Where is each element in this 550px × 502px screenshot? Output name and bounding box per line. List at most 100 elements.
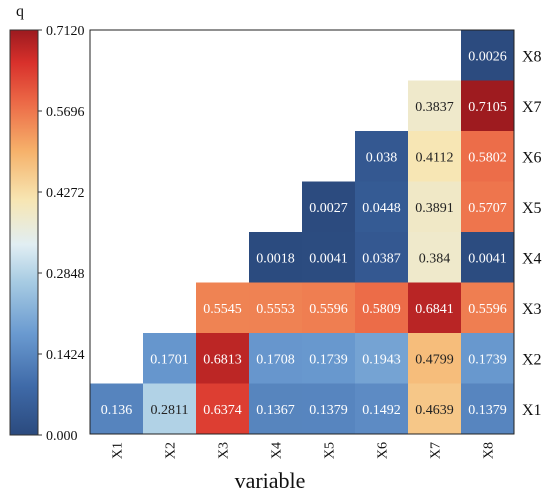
heatmap-cell: [461, 30, 514, 81]
heatmap-cell: [408, 282, 461, 333]
cell-value-label: 0.7105: [468, 100, 507, 115]
heatmap-cells: 0.0026 0.3837 0.7105 0.038 0.4112 0.5802 0.002…: [90, 30, 514, 434]
cell-value-label: 0.1739: [309, 352, 348, 367]
cell-value-label: 0.1492: [362, 403, 401, 418]
plot-border: [89, 29, 515, 435]
column-label: X3: [217, 442, 232, 459]
cell-value-label: 0.5809: [362, 302, 401, 317]
cell-value-label: 0.1379: [468, 403, 507, 418]
cell-value-label: 0.4799: [415, 352, 454, 367]
column-label: X2: [164, 442, 179, 459]
heatmap-cell: [302, 282, 355, 333]
heatmap-cell: [302, 181, 355, 232]
cell-value-label: 0.1708: [256, 352, 295, 367]
cell-value-label: 0.5596: [309, 302, 348, 317]
row-labels: X8 X7 X6 X5 X4 X3 X2 X1: [522, 48, 542, 419]
cell-value-label: 0.0448: [362, 201, 401, 216]
cell-value-label: 0.5802: [468, 150, 507, 165]
heatmap-cell: [408, 383, 461, 434]
heatmap-cell: [302, 333, 355, 384]
heatmap-cell: [143, 383, 196, 434]
column-label: X6: [376, 442, 391, 459]
cell-value-label: 0.5545: [203, 302, 242, 317]
heatmap-cell: [196, 282, 249, 333]
heatmap-cell: [461, 131, 514, 182]
heatmap-cell: [408, 181, 461, 232]
colorbar-tick-label: 0.5696: [46, 105, 85, 120]
heatmap-cell: [355, 383, 408, 434]
heatmap-cell: [355, 181, 408, 232]
heatmap-cell: [355, 333, 408, 384]
heatmap-cell: [249, 383, 302, 434]
colorbar-tick-label: 0.2848: [46, 267, 85, 282]
cell-value-label: 0.384: [419, 251, 451, 266]
x-axis-title: variable: [235, 468, 306, 493]
heatmap-cell: [461, 333, 514, 384]
colorbar-gradient: [9, 29, 39, 436]
cell-value-label: 0.136: [101, 403, 133, 418]
cell-value-label: 0.1943: [362, 352, 401, 367]
cell-value-label: 0.0027: [309, 201, 348, 216]
colorbar-tick-label: 0.4272: [46, 186, 85, 201]
colorbar-ticks: 0.000 0.1424 0.2848 0.4272 0.5696 0.7120: [38, 24, 85, 444]
cell-value-label: 0.5596: [468, 302, 507, 317]
heatmap-cell: [408, 232, 461, 283]
cell-value-label: 0.0041: [468, 251, 507, 266]
cell-value-label: 0.3891: [415, 201, 454, 216]
cell-value-label: 0.1367: [256, 403, 295, 418]
cell-value-label: 0.4639: [415, 403, 454, 418]
heatmap-cell: [355, 282, 408, 333]
cell-value-label: 0.0018: [256, 251, 295, 266]
cell-value-label: 0.6813: [203, 352, 242, 367]
cell-value-label: 0.5707: [468, 201, 507, 216]
cell-value-label: 0.5553: [256, 302, 295, 317]
heatmap-cell: [355, 232, 408, 283]
cell-value-label: 0.0026: [468, 49, 507, 64]
heatmap-cell: [302, 383, 355, 434]
column-label: X1: [111, 442, 126, 459]
column-label: X4: [270, 442, 285, 459]
cell-value-label: 0.1379: [309, 403, 348, 418]
cell-value-label: 0.0041: [309, 251, 348, 266]
cell-value-label: 0.2811: [151, 403, 189, 418]
cell-value-label: 0.0387: [362, 251, 401, 266]
column-label: X5: [323, 442, 338, 459]
cell-value-label: 0.6374: [203, 403, 242, 418]
heatmap-cell: [408, 333, 461, 384]
heatmap-cell: [196, 383, 249, 434]
heatmap-plot: 0.0026 0.3837 0.7105 0.038 0.4112 0.5802 0.002…: [89, 29, 542, 493]
cell-value-label: 0.1739: [468, 352, 507, 367]
colorbar-title: q: [16, 3, 24, 20]
heatmap-cell: [461, 80, 514, 131]
heatmap-cell: [461, 383, 514, 434]
heatmap-cell: [461, 282, 514, 333]
row-label: X3: [522, 301, 542, 318]
row-label: X5: [522, 200, 542, 217]
heatmap-cell: [249, 232, 302, 283]
heatmap-cell: [461, 181, 514, 232]
heatmap-cell: [249, 333, 302, 384]
colorbar-tick-label: 0.1424: [46, 348, 85, 363]
heatmap-cell: [408, 131, 461, 182]
column-label: X7: [429, 442, 444, 459]
colorbar-tick-label: 0.000: [46, 429, 78, 444]
row-label: X8: [522, 48, 542, 65]
cell-value-label: 0.4112: [416, 150, 454, 165]
heatmap-cell: [196, 333, 249, 384]
heatmap-cell: [408, 80, 461, 131]
colorbar-tick-label: 0.7120: [46, 24, 85, 39]
row-label: X4: [522, 250, 542, 267]
row-label: X2: [522, 351, 542, 368]
heatmap-cell: [302, 232, 355, 283]
row-label: X7: [522, 99, 542, 116]
cell-value-label: 0.038: [366, 150, 398, 165]
colorbar: q 0.000 0.1424 0.2848 0.4272 0.5696 0.7120: [9, 3, 85, 444]
cell-value-label: 0.3837: [415, 100, 454, 115]
column-label: X8: [482, 442, 497, 459]
column-labels: X1 X2 X3 X4 X5 X6 X7 X8: [111, 442, 497, 459]
cell-value-label: 0.1701: [150, 352, 189, 367]
row-label: X6: [522, 149, 542, 166]
heatmap-cell: [90, 383, 143, 434]
heatmap-cell: [249, 282, 302, 333]
